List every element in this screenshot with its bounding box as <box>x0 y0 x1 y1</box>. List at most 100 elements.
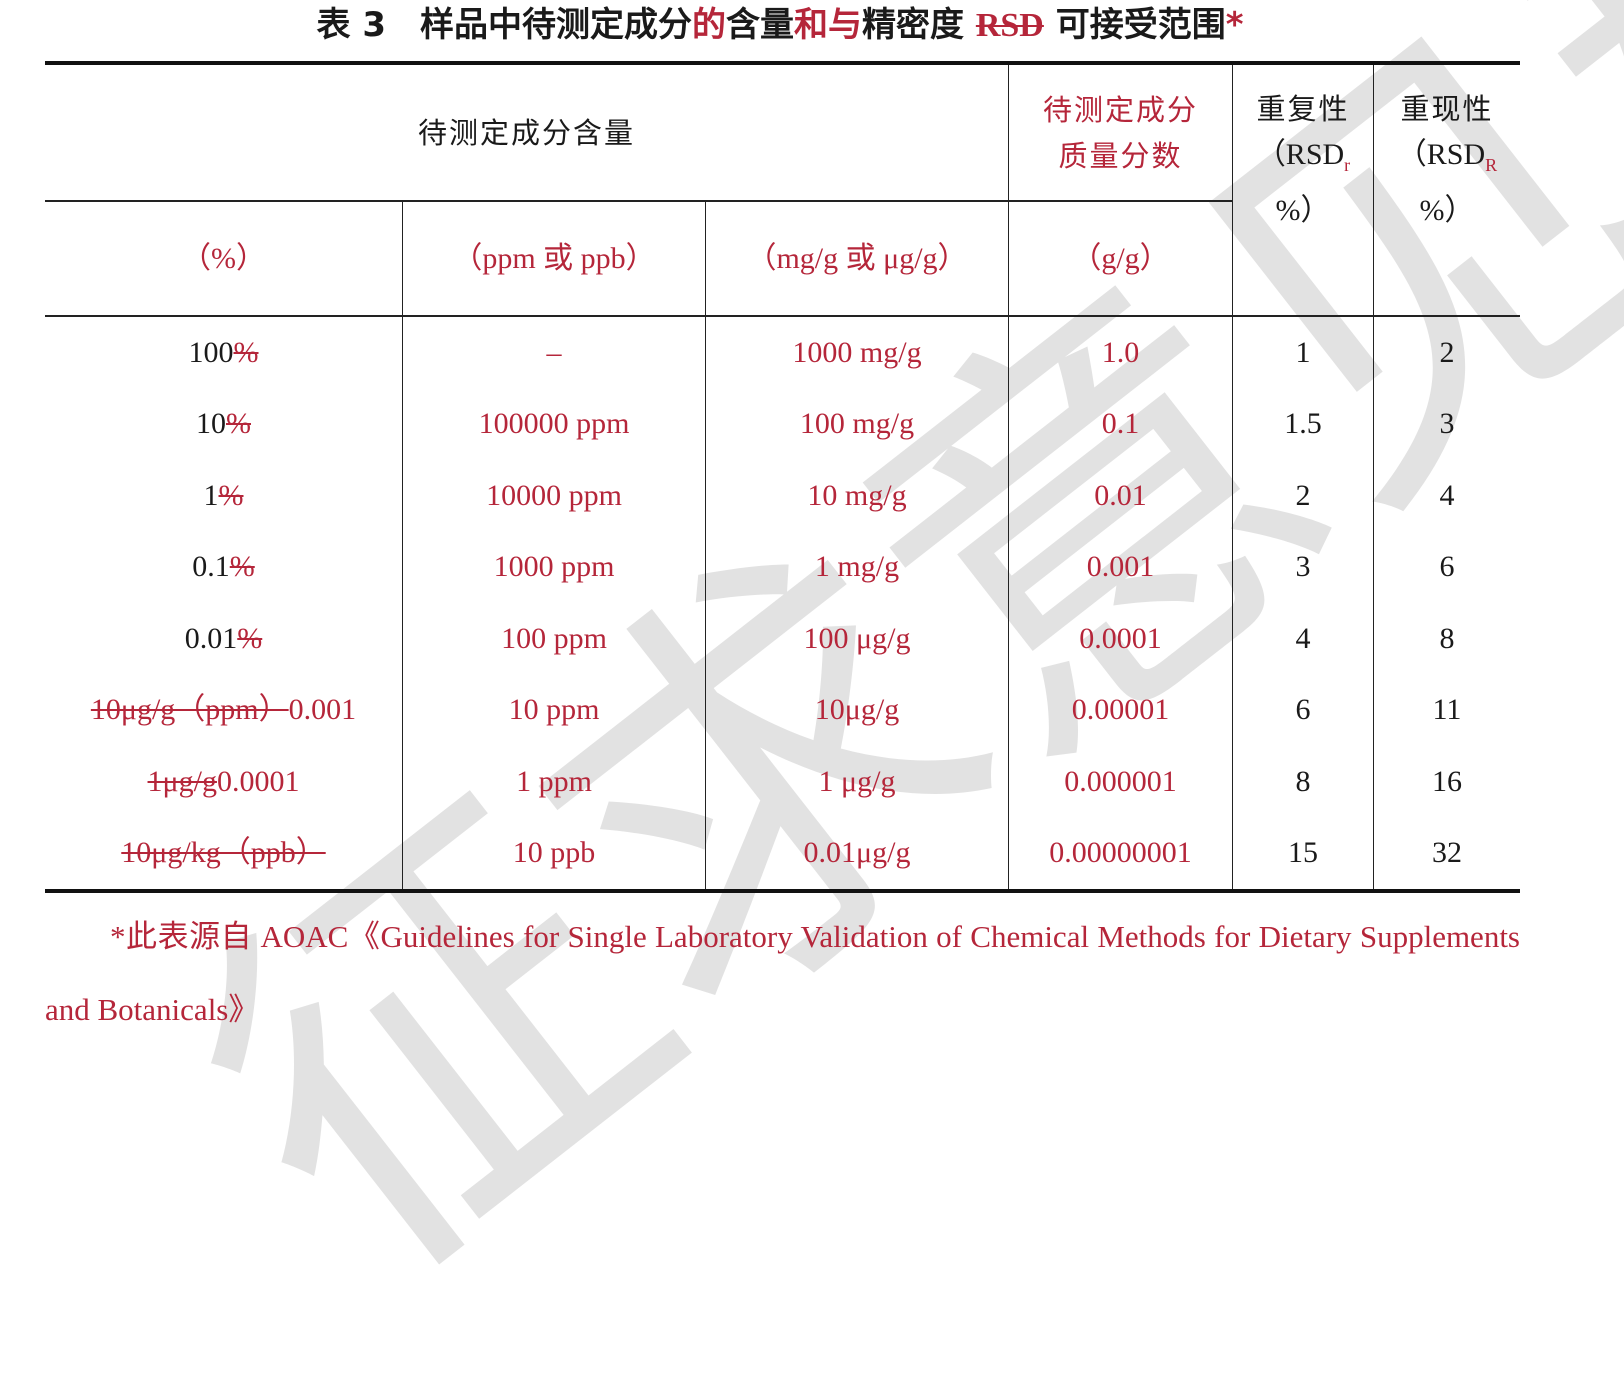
deleted-text: 10μg/kg（ppb） <box>121 836 326 870</box>
deleted-text: % <box>233 335 259 369</box>
table-row: 0.01% 100 ppm 100 μg/g 0.0001 4 8 <box>45 603 1520 675</box>
cell-rsdr: 1 <box>1232 316 1374 389</box>
cell-pct: 1μg/g0.0001 <box>45 746 403 818</box>
cell-ppm: 10000 ppm <box>402 460 706 532</box>
cell-ppm: 1 ppm <box>402 746 706 818</box>
inserted-text: 的 <box>692 5 726 45</box>
cell-gg: 0.01 <box>1008 460 1233 532</box>
rsd-post: %） <box>1419 194 1475 227</box>
reproducibility-label: 重现性 <box>1400 92 1494 126</box>
cell-mgg: 1 μg/g <box>705 746 1009 818</box>
cell-pct: 10% <box>45 389 403 461</box>
cell-gg: 0.0001 <box>1008 603 1233 675</box>
cell-rsdr: 4 <box>1232 603 1374 675</box>
table-row: 100% –1000 mg/g 1.0 1 2 <box>45 316 1520 389</box>
cell-gg: 0.00000001 <box>1008 817 1233 891</box>
cell-pct: 10μg/g（ppm）0.001 <box>45 675 403 747</box>
cell-ppm: 100 ppm <box>402 603 706 675</box>
inserted-text: 0.0001 <box>216 764 300 798</box>
cell-rsdR: 6 <box>1372 531 1520 603</box>
rsd-pre: （RSD <box>1255 138 1345 171</box>
footnote: *此表源自 AOAC《Guidelines for Single Laborat… <box>45 900 1520 1046</box>
header-reproducibility: 重现性 （RSDR %） <box>1372 63 1520 316</box>
header-gg: （g/g） <box>1008 200 1233 316</box>
table-row: 1% 10000 ppm 10 mg/g 0.01 2 4 <box>45 460 1520 532</box>
repeatability-label: 重复性 <box>1256 92 1350 126</box>
text-segment: 0.1 <box>192 550 230 584</box>
cell-gg: 0.1 <box>1008 388 1233 460</box>
cell-rsdR: 8 <box>1372 603 1520 675</box>
cell-rsdr: 3 <box>1232 531 1374 603</box>
header-content: 待测定成分含量 <box>417 115 635 150</box>
cell-rsdR: 3 <box>1372 388 1520 460</box>
cell-mgg: 10μg/g <box>705 674 1009 746</box>
table-title: 表 3 样品中待测定成分的含量和与精密度 RSD 可接受范围* <box>0 0 1560 51</box>
deleted-text: % <box>218 478 244 512</box>
cell-rsdr: 6 <box>1232 674 1374 746</box>
cell-rsdR: 2 <box>1372 316 1520 389</box>
text-segment: 1 <box>203 478 219 512</box>
header-repeatability: 重复性 （RSDr %） <box>1232 63 1374 316</box>
cell-ppm: 100000 ppm <box>402 388 706 460</box>
text-segment: 100 <box>188 335 234 369</box>
header-mass-fraction: 待测定成分质量分数 <box>1008 63 1233 201</box>
cell-ppm: – <box>402 316 706 389</box>
cell-rsdR: 32 <box>1372 817 1520 891</box>
inserted-text: * <box>1225 5 1244 45</box>
cell-ppm: 10 ppb <box>402 817 706 891</box>
table-row: 10μg/kg（ppb） 10 ppb 0.01μg/g 0.00000001 15 32 <box>45 817 1520 892</box>
inserted-text: 和与 <box>794 5 862 45</box>
cell-mgg: 1000 mg/g <box>705 316 1009 389</box>
cell-rsdR: 4 <box>1372 460 1520 532</box>
header-pct: （%） <box>45 200 403 316</box>
deleted-text: % <box>237 621 263 655</box>
cell-mgg: 100 mg/g <box>705 388 1009 460</box>
footnote-text: AOAC《Guidelines for Single Laboratory Va… <box>45 919 1520 1027</box>
cell-rsdr: 1.5 <box>1232 388 1374 460</box>
cell-gg: 0.000001 <box>1008 746 1233 818</box>
text-segment: 表 3 样品中待测定成分 <box>316 5 693 45</box>
cell-pct: 1% <box>45 460 403 532</box>
cell-gg: 0.00001 <box>1008 674 1233 746</box>
cell-rsdr: 2 <box>1232 460 1374 532</box>
text-segment: 可接受范围 <box>1043 5 1226 45</box>
cell-rsdR: 16 <box>1372 746 1520 818</box>
cell-gg: 1.0 <box>1008 316 1233 389</box>
text-segment: 含量 <box>726 5 794 45</box>
cell-rsdR: 11 <box>1372 674 1520 746</box>
cell-gg: 0.001 <box>1008 531 1233 603</box>
precision-table: 待测定成分含量 待测定成分质量分数 重复性 （RSDr %） 重现性 （RSDR… <box>45 61 1520 893</box>
text-segment: 10 <box>196 407 226 441</box>
cell-mgg: 0.01μg/g <box>705 817 1009 891</box>
deleted-text: 10μg/g（ppm） <box>90 693 289 727</box>
cell-mgg: 100 μg/g <box>705 603 1009 675</box>
cell-pct: 0.01% <box>45 603 403 675</box>
cell-rsdr: 8 <box>1232 746 1374 818</box>
cell-mgg: 10 mg/g <box>705 460 1009 532</box>
table-row: 10μg/g（ppm）0.001 10 ppm 10μg/g 0.00001 6 11 <box>45 674 1520 747</box>
table-row: 10% 100000 ppm 100 mg/g 0.1 1.5 3 <box>45 388 1520 461</box>
text-segment: 精密度 <box>862 5 976 45</box>
cell-mgg: 1 mg/g <box>705 531 1009 603</box>
table-row: 0.1% 1000 ppm 1 mg/g 0.001 3 6 <box>45 531 1520 604</box>
cell-ppm: 1000 ppm <box>402 531 706 603</box>
cell-ppm: 10 ppm <box>402 674 706 746</box>
table-row: 1μg/g0.0001 1 ppm 1 μg/g 0.000001 8 16 <box>45 746 1520 818</box>
text-segment: 0.01 <box>184 621 238 655</box>
deleted-text: % <box>226 407 251 441</box>
cell-pct: 0.1% <box>45 532 403 604</box>
deleted-text: 1μg/g <box>147 764 217 798</box>
cell-pct: 100% <box>45 316 403 389</box>
footnote-mark: *此表源自 <box>110 919 261 954</box>
header-ppm: （ppm 或 ppb） <box>402 200 706 316</box>
rsd-sub: R <box>1485 155 1498 175</box>
rsd-sub: r <box>1344 155 1351 175</box>
deleted-text: % <box>229 550 255 584</box>
rsd-pre: （RSD <box>1396 138 1486 171</box>
rsd-post: %） <box>1275 194 1331 227</box>
deleted-text: RSD <box>975 7 1044 44</box>
header-mgg: （mg/g 或 μg/g） <box>705 200 1009 316</box>
cell-rsdr: 15 <box>1232 817 1374 891</box>
inserted-text: 0.001 <box>288 693 357 727</box>
cell-pct: 10μg/kg（ppb） <box>45 818 403 892</box>
